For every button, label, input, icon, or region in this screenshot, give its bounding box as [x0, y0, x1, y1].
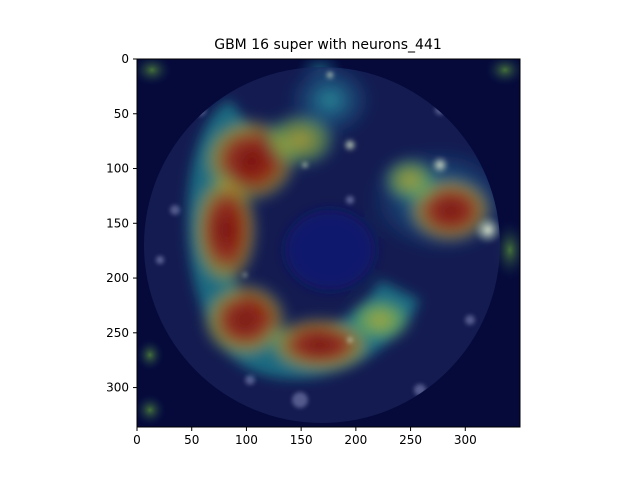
x-tick-label: 300	[454, 433, 477, 447]
x-tick-label: 0	[133, 433, 141, 447]
x-tick-label: 100	[235, 433, 258, 447]
y-tick-label: 100	[106, 162, 129, 176]
y-tick-label: 250	[106, 326, 129, 340]
chart-title: GBM 16 super with neurons_441	[214, 37, 442, 53]
y-tick-label: 50	[114, 107, 129, 121]
y-tick-label: 300	[106, 381, 129, 395]
y-axis: 0 50 100 150 200 250 300	[106, 52, 137, 395]
x-tick-label: 50	[184, 433, 199, 447]
x-tick-label: 150	[290, 433, 313, 447]
y-tick-label: 200	[106, 271, 129, 285]
axes-frame	[136, 58, 521, 428]
y-tick-label: 150	[106, 216, 129, 230]
x-axis: 0 50 100 150 200 250 300	[133, 427, 477, 447]
x-tick-label: 250	[399, 433, 422, 447]
heatmap-image	[137, 59, 520, 427]
y-tick-label: 0	[121, 52, 129, 66]
x-tick-label: 200	[344, 433, 367, 447]
